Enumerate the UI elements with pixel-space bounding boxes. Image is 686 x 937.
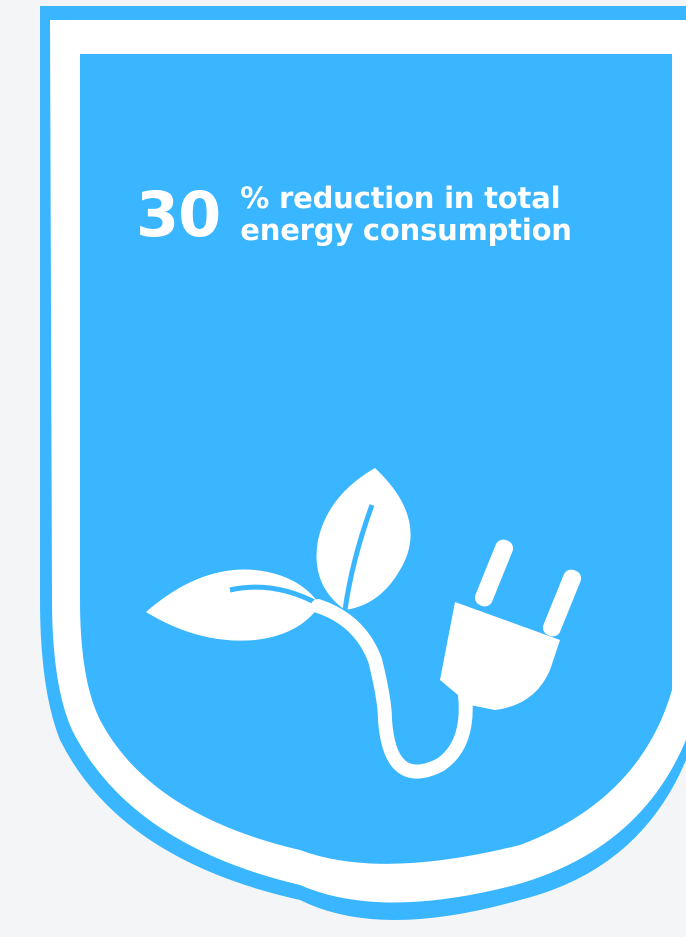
stat-line-1: % reduction in total [240,181,561,215]
leaf-plug-icon [146,468,582,779]
stat-number: 30 [136,178,221,251]
plug-prong-left [474,539,514,607]
plug-cord [311,599,473,779]
shield-inner-fill [80,54,672,864]
plug-body [440,602,560,710]
stat-line-2: energy consumption [240,213,572,247]
plug-prong-right [542,569,582,637]
stat-description: % reduction in total energy consumption [240,181,572,247]
upper-leaf-icon [316,468,411,610]
stat-block: 30 % reduction in total energy consumpti… [136,178,572,246]
